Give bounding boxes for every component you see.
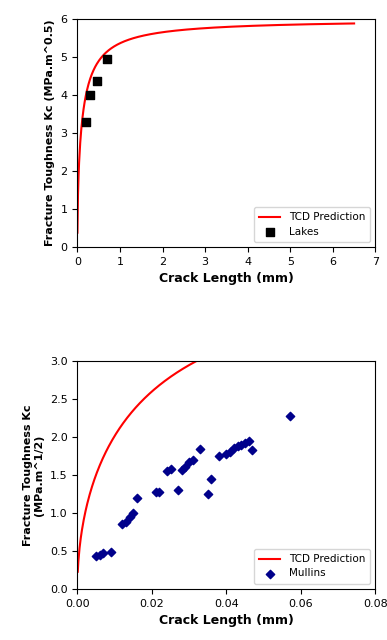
TCD Prediction [345,20,350,28]
Mullins [186,457,192,467]
Mullins [93,551,99,561]
Mullins [205,489,211,499]
Mullins [235,441,241,451]
X-axis label: Crack Length (mm): Crack Length (mm) [159,272,294,285]
TCD Prediction [219,346,223,353]
Mullins [123,517,129,527]
TCD Prediction [225,23,229,31]
Mullins [197,444,204,454]
TCD Prediction [75,568,80,575]
Mullins [223,449,229,459]
TCD Prediction [207,24,211,32]
Mullins [127,511,133,522]
Mullins [208,474,214,484]
Y-axis label: Fracture Toughness Kc (MPa.m^0.5): Fracture Toughness Kc (MPa.m^0.5) [45,20,55,246]
TCD Prediction [75,229,80,237]
Mullins [164,466,170,476]
Mullins [249,445,255,455]
X-axis label: Crack Length (mm): Crack Length (mm) [159,614,294,627]
TCD Prediction [319,316,324,323]
Mullins [119,519,125,529]
TCD Prediction [236,339,241,346]
TCD Prediction [208,24,213,31]
Mullins [246,436,252,446]
Mullins [168,464,174,474]
Line: TCD Prediction: TCD Prediction [78,310,375,572]
TCD Prediction [373,306,378,314]
Mullins [134,493,140,503]
Mullins [190,454,196,465]
Mullins [175,485,181,495]
Mullins [287,410,293,420]
Mullins [100,548,106,558]
Mullins [179,465,185,475]
Y-axis label: Fracture Toughness Kc
(MPa.m^1/2): Fracture Toughness Kc (MPa.m^1/2) [23,404,45,546]
Legend: TCD Prediction, Mullins: TCD Prediction, Mullins [254,549,370,584]
TCD Prediction [302,20,307,28]
TCD Prediction [240,22,245,30]
Mullins [152,487,159,497]
Mullins [108,547,114,557]
Mullins [182,462,188,472]
Legend: TCD Prediction, Lakes: TCD Prediction, Lakes [254,207,370,242]
TCD Prediction [217,346,221,354]
Mullins [216,451,222,461]
Lakes [104,54,110,64]
Line: TCD Prediction: TCD Prediction [77,24,354,233]
TCD Prediction [352,20,356,28]
Lakes [87,90,93,100]
Mullins [231,443,237,453]
Mullins [130,508,136,518]
Mullins [156,486,163,497]
Lakes [94,76,100,86]
Mullins [238,440,245,450]
Mullins [97,550,103,560]
Lakes [83,116,89,127]
TCD Prediction [253,333,257,340]
Mullins [227,447,233,457]
Mullins [242,438,248,448]
TCD Prediction [366,307,371,315]
